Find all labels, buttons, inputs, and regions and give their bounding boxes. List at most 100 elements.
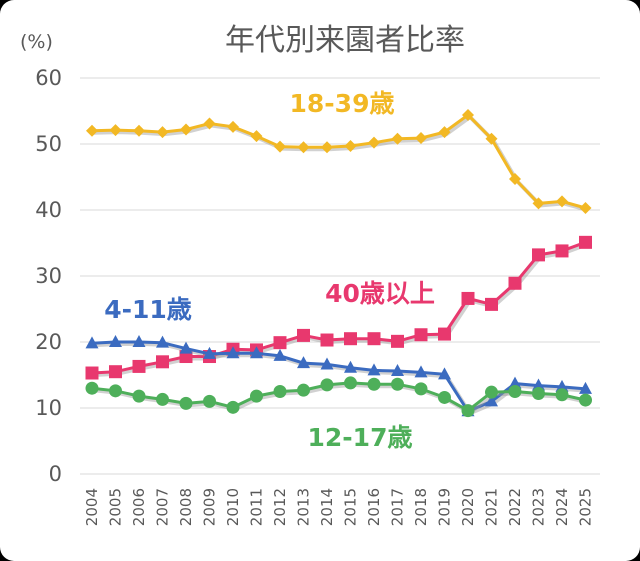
x-tick-label: 2005 bbox=[107, 488, 125, 526]
data-point bbox=[461, 404, 475, 418]
data-point bbox=[273, 385, 287, 398]
data-point bbox=[344, 332, 357, 346]
data-point bbox=[391, 377, 404, 391]
data-point bbox=[320, 333, 334, 347]
data-point bbox=[532, 378, 545, 391]
data-point bbox=[132, 359, 146, 373]
data-point bbox=[226, 400, 240, 414]
data-point bbox=[320, 378, 334, 392]
x-tick-label: 2020 bbox=[459, 488, 477, 526]
x-tick-label: 2008 bbox=[177, 488, 195, 526]
series-labels: 18-39歳 40歳以上 4-11歳 12-17歳 bbox=[104, 89, 435, 452]
data-point bbox=[226, 346, 240, 359]
x-tick-label: 2010 bbox=[224, 488, 242, 526]
x-tick-label: 2022 bbox=[506, 488, 524, 526]
series-12-17歳 bbox=[85, 376, 592, 418]
data-point bbox=[555, 379, 569, 392]
x-tick-label: 2013 bbox=[295, 488, 313, 526]
data-point bbox=[556, 195, 568, 208]
y-tick-label: 50 bbox=[35, 132, 62, 156]
data-point bbox=[414, 328, 428, 342]
data-point bbox=[109, 335, 122, 347]
data-point bbox=[273, 348, 287, 361]
data-point bbox=[179, 341, 193, 354]
data-point bbox=[555, 388, 569, 402]
x-tick-label: 2024 bbox=[553, 488, 571, 526]
data-point bbox=[132, 335, 146, 347]
series-line-shadow bbox=[93, 242, 589, 377]
data-point bbox=[508, 276, 522, 290]
data-point bbox=[109, 124, 122, 137]
data-point bbox=[438, 390, 451, 404]
data-point bbox=[368, 136, 380, 149]
x-tick-label: 2006 bbox=[130, 488, 148, 526]
chart-title: 年代別来園者比率 bbox=[225, 23, 465, 58]
y-tick-label: 10 bbox=[35, 396, 62, 420]
data-point bbox=[579, 381, 592, 394]
data-point bbox=[579, 235, 592, 249]
data-point bbox=[414, 365, 428, 378]
data-point bbox=[250, 389, 263, 403]
data-point bbox=[414, 382, 428, 396]
x-tick-label: 2023 bbox=[530, 488, 548, 526]
data-point bbox=[367, 363, 381, 376]
data-point bbox=[461, 291, 475, 305]
x-tick-label: 2012 bbox=[271, 488, 289, 526]
y-tick-label: 40 bbox=[35, 198, 62, 222]
data-point bbox=[109, 365, 122, 379]
y-tick-label: 20 bbox=[35, 330, 62, 354]
data-point bbox=[86, 124, 98, 137]
data-point bbox=[156, 126, 169, 139]
data-point bbox=[532, 197, 545, 210]
x-tick-label: 2009 bbox=[201, 488, 219, 526]
data-point bbox=[250, 130, 263, 143]
data-point bbox=[485, 132, 498, 145]
data-point bbox=[438, 327, 451, 341]
x-tick-label: 2018 bbox=[412, 488, 430, 526]
data-point bbox=[85, 366, 99, 380]
data-point bbox=[509, 172, 521, 185]
x-tick-label: 2014 bbox=[318, 488, 336, 526]
data-point bbox=[156, 355, 169, 369]
data-point bbox=[321, 141, 333, 154]
data-point bbox=[508, 385, 522, 398]
data-point bbox=[344, 139, 357, 152]
data-point bbox=[297, 356, 310, 369]
x-tick-label: 2016 bbox=[365, 488, 383, 526]
series-4-11歳 bbox=[85, 335, 592, 417]
x-tick-label: 2021 bbox=[483, 488, 501, 526]
data-point bbox=[250, 346, 263, 359]
series-label: 40歳以上 bbox=[325, 279, 435, 308]
gridlines bbox=[80, 77, 600, 475]
data-point bbox=[508, 376, 522, 389]
data-point bbox=[85, 336, 99, 349]
data-point bbox=[391, 132, 404, 145]
data-point bbox=[297, 141, 310, 154]
y-tick-label: 0 bbox=[49, 462, 62, 486]
series-label: 18-39歳 bbox=[290, 89, 395, 118]
x-tick-label: 2015 bbox=[342, 488, 360, 526]
x-tick-label: 2025 bbox=[577, 488, 595, 526]
x-axis-ticks: 2004 2005 2006 2007 2008 2009 2010 2011 2012 2013… bbox=[83, 488, 595, 526]
data-point bbox=[555, 244, 569, 258]
data-point bbox=[156, 335, 169, 348]
series-line bbox=[91, 240, 587, 375]
x-tick-label: 2017 bbox=[389, 488, 407, 526]
data-point bbox=[415, 132, 427, 145]
series-40歳以上 bbox=[85, 235, 592, 380]
data-point bbox=[485, 394, 498, 407]
data-point bbox=[203, 346, 216, 359]
data-point bbox=[438, 367, 451, 380]
data-point bbox=[579, 393, 592, 407]
data-point bbox=[391, 364, 404, 377]
series-label: 12-17歳 bbox=[308, 423, 413, 452]
data-point bbox=[180, 123, 192, 136]
series-label: 4-11歳 bbox=[104, 295, 192, 324]
series-18-39歳 bbox=[86, 108, 592, 215]
data-point bbox=[274, 140, 286, 153]
data-point bbox=[367, 332, 381, 346]
series-line bbox=[91, 381, 586, 413]
data-point bbox=[532, 248, 545, 262]
